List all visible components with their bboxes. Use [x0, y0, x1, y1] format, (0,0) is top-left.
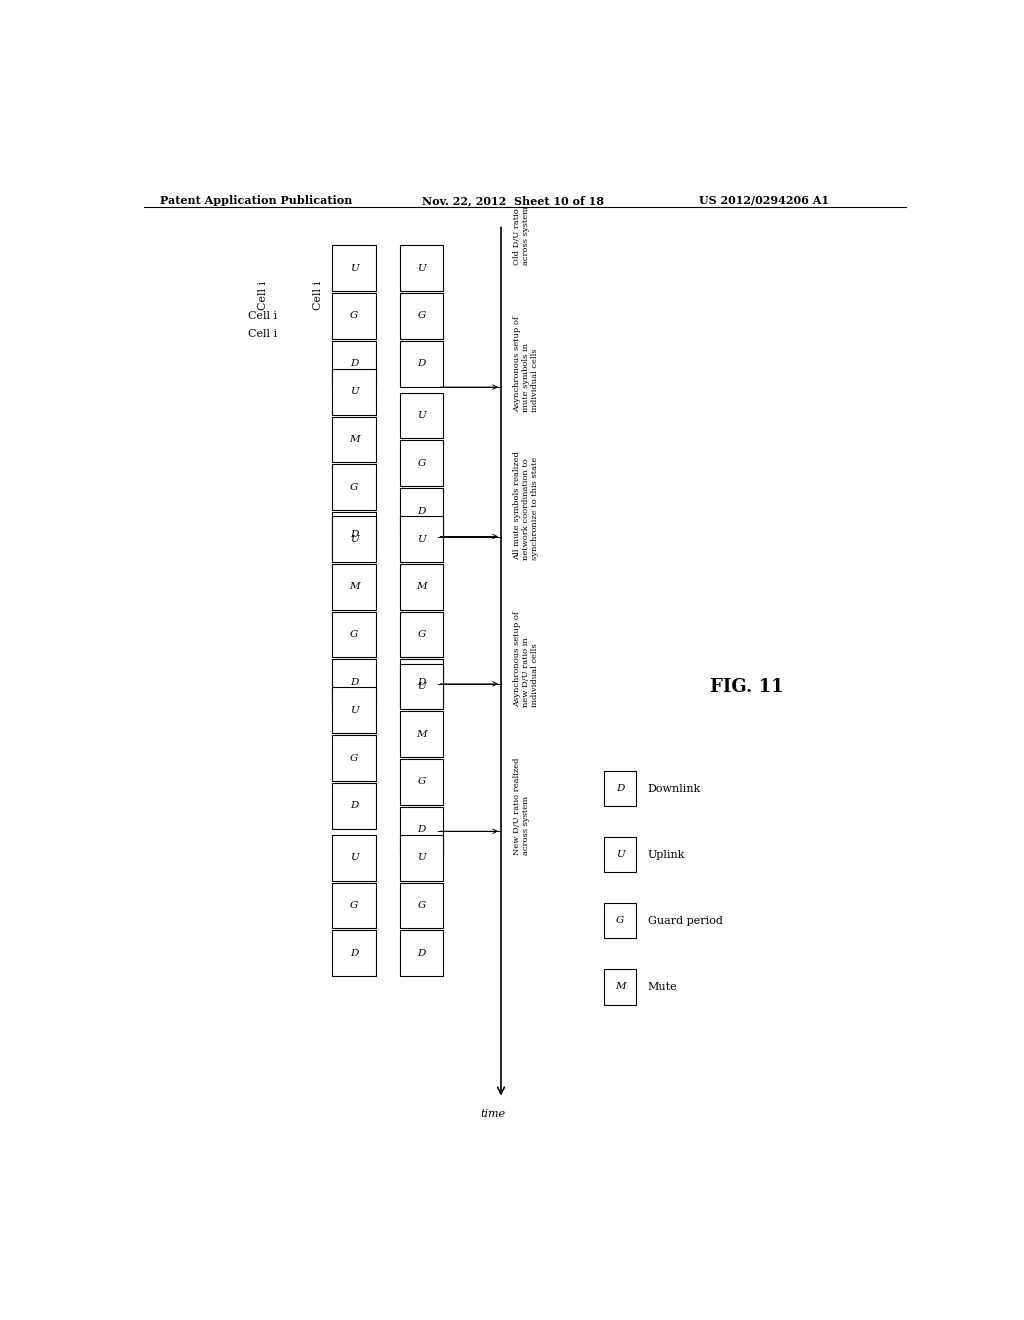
Text: D: D [350, 801, 358, 810]
Text: D: D [615, 784, 625, 793]
Bar [399, 807, 443, 853]
Bar [333, 516, 376, 562]
Text: D: D [350, 949, 358, 958]
Text: G: G [418, 312, 426, 321]
Text: U: U [350, 264, 358, 273]
Text: Cell i: Cell i [258, 281, 268, 310]
Text: U: U [350, 535, 358, 544]
Text: G: G [418, 459, 426, 467]
Bar [399, 834, 443, 880]
Text: G: G [350, 483, 358, 492]
Bar [333, 564, 376, 610]
Bar [333, 611, 376, 657]
Text: D: D [418, 949, 426, 958]
Bar [333, 417, 376, 462]
Bar [333, 246, 376, 290]
Bar [604, 969, 636, 1005]
Text: D: D [350, 678, 358, 686]
Text: D: D [350, 359, 358, 368]
Text: G: G [350, 754, 358, 763]
Text: All mute symbols realized
network coordination to
synchronize to this state: All mute symbols realized network coordi… [513, 451, 540, 560]
Text: Downlink: Downlink [648, 784, 701, 793]
Bar [399, 246, 443, 290]
Text: D: D [418, 359, 426, 368]
Bar [399, 441, 443, 486]
Text: Asynchronous setup of
new D/U ratio in
individual cells: Asynchronous setup of new D/U ratio in i… [513, 611, 540, 708]
Bar [333, 341, 376, 387]
Bar [399, 564, 443, 610]
Text: Guard period: Guard period [648, 916, 723, 925]
Bar [333, 783, 376, 829]
Bar [604, 771, 636, 807]
Bar [399, 664, 443, 709]
Text: G: G [418, 630, 426, 639]
Text: U: U [417, 853, 426, 862]
Text: Cell i: Cell i [249, 329, 278, 339]
Text: G: G [615, 916, 625, 925]
Text: D: D [418, 507, 426, 516]
Text: US 2012/0294206 A1: US 2012/0294206 A1 [699, 195, 829, 206]
Text: Patent Application Publication: Patent Application Publication [160, 195, 352, 206]
Text: D: D [418, 678, 426, 686]
Bar [333, 735, 376, 781]
Text: G: G [418, 902, 426, 909]
Text: G: G [350, 902, 358, 909]
Bar [333, 931, 376, 975]
Text: Old D/U ratio
across system: Old D/U ratio across system [513, 206, 530, 265]
Text: U: U [350, 853, 358, 862]
Text: U: U [417, 535, 426, 544]
Text: U: U [350, 706, 358, 715]
Bar [333, 512, 376, 558]
Bar [333, 368, 376, 414]
Bar [399, 392, 443, 438]
Text: U: U [417, 682, 426, 690]
Bar [333, 834, 376, 880]
Text: M: M [349, 582, 359, 591]
Bar [333, 688, 376, 733]
Text: M: M [417, 730, 427, 739]
Text: Nov. 22, 2012  Sheet 10 of 18: Nov. 22, 2012 Sheet 10 of 18 [422, 195, 603, 206]
Text: Uplink: Uplink [648, 850, 685, 859]
Text: U: U [417, 411, 426, 420]
Text: Mute: Mute [648, 982, 678, 991]
Bar [333, 883, 376, 928]
Bar [399, 488, 443, 535]
Bar [399, 516, 443, 562]
Bar [399, 293, 443, 339]
Bar [399, 660, 443, 705]
Text: M: M [349, 434, 359, 444]
Text: U: U [350, 387, 358, 396]
Bar [399, 341, 443, 387]
Bar [604, 837, 636, 873]
Text: G: G [350, 630, 358, 639]
Text: U: U [417, 264, 426, 273]
Text: time: time [480, 1109, 506, 1119]
Bar [399, 883, 443, 928]
Bar [399, 611, 443, 657]
Bar [399, 931, 443, 975]
Bar [333, 293, 376, 339]
Text: D: D [418, 825, 426, 834]
Text: Cell i: Cell i [313, 281, 324, 310]
Bar [333, 660, 376, 705]
Text: FIG. 11: FIG. 11 [711, 678, 783, 696]
Text: U: U [615, 850, 625, 859]
Bar [604, 903, 636, 939]
Text: Asynchronous setup of
mute symbols in
individual cells: Asynchronous setup of mute symbols in in… [513, 317, 540, 412]
Text: G: G [350, 312, 358, 321]
Bar [399, 711, 443, 758]
Bar [333, 465, 376, 510]
Bar [399, 759, 443, 805]
Text: New D/U ratio realized
across system: New D/U ratio realized across system [513, 758, 530, 854]
Text: G: G [418, 777, 426, 787]
Text: D: D [350, 531, 358, 540]
Text: M: M [614, 982, 626, 991]
Text: Cell i: Cell i [249, 312, 278, 321]
Text: M: M [417, 582, 427, 591]
